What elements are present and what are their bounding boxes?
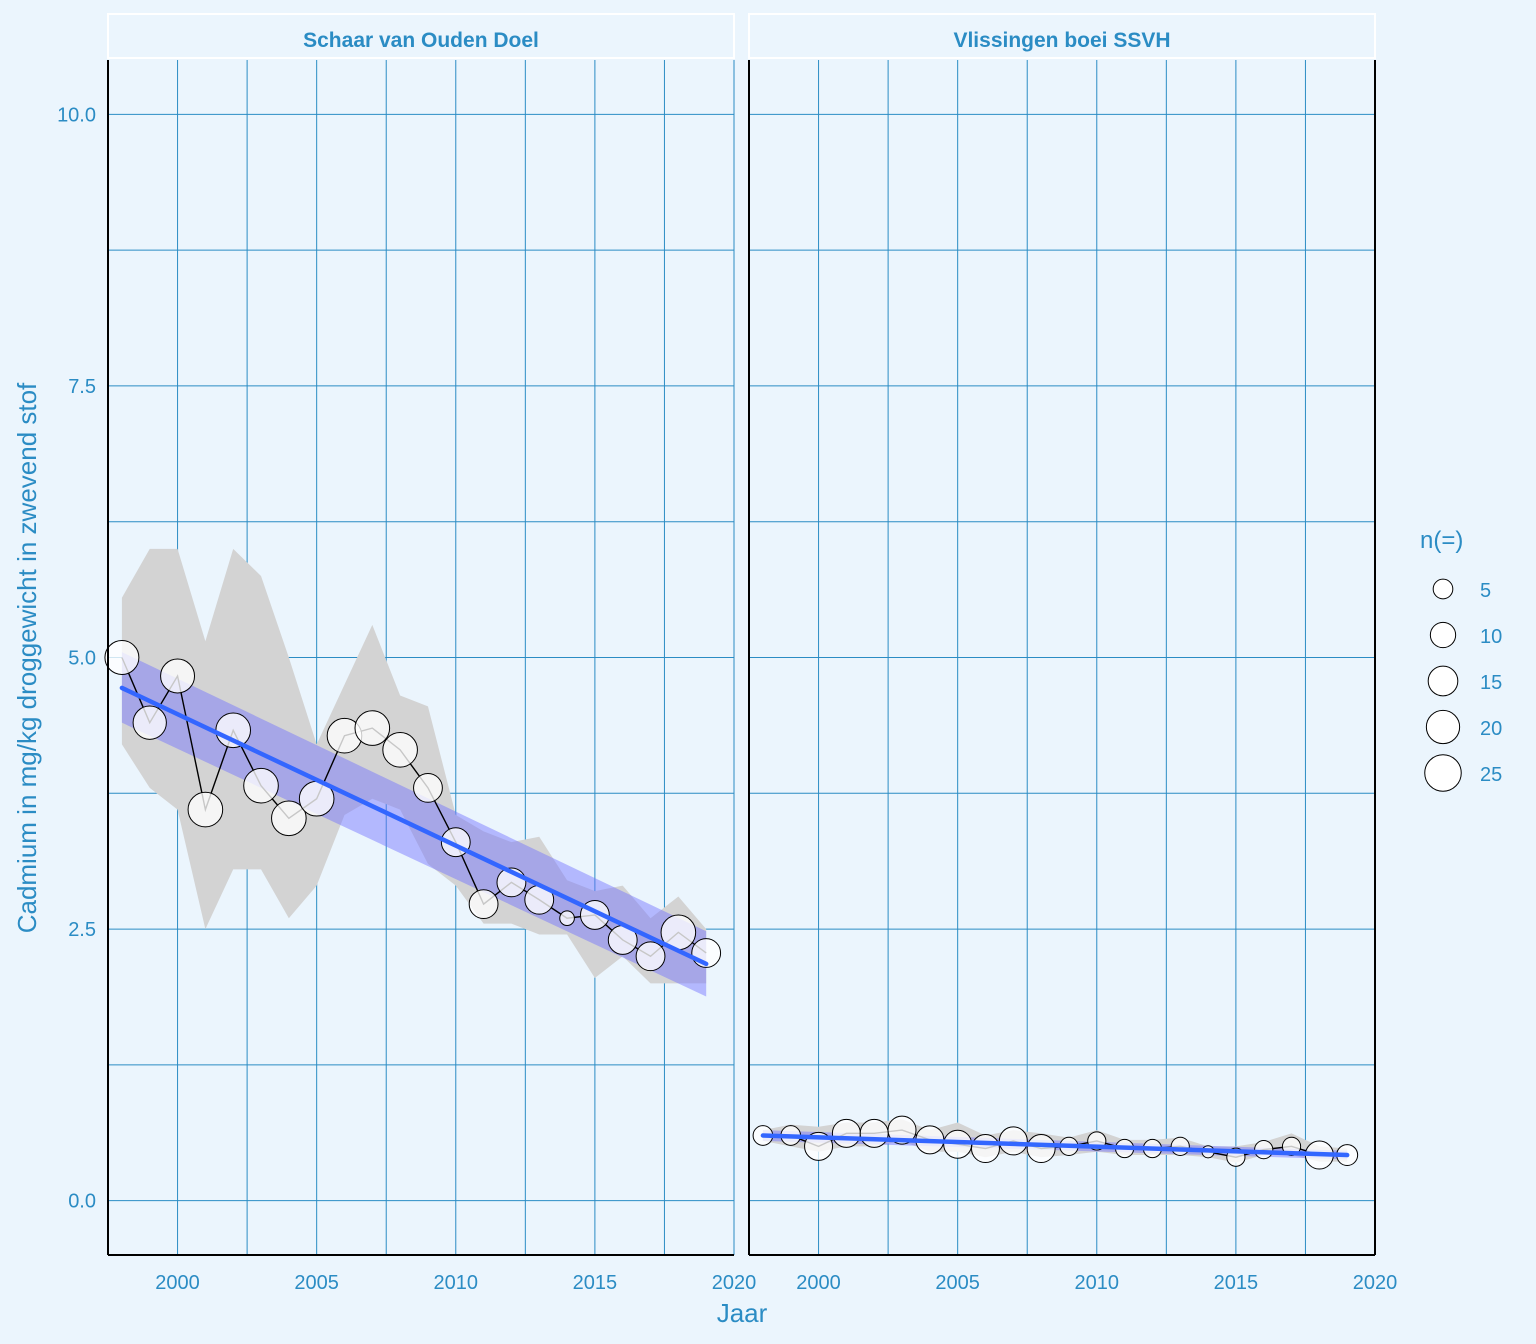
data-point	[243, 767, 279, 804]
legend-label: 20	[1480, 718, 1502, 740]
grid-lines	[748, 60, 1376, 1255]
facet-panel: Schaar van Ouden Doel 2000 2005 2010 2015 202…	[104, 13, 757, 1294]
legend-label: 25	[1480, 764, 1502, 786]
facet-panels: Schaar van Ouden Doel 2000 2005 2010 2015 202…	[57, 13, 1398, 1294]
data-point	[104, 640, 140, 675]
data-point	[187, 791, 224, 828]
legend-key-circle	[1432, 578, 1454, 600]
data-point	[887, 1115, 917, 1145]
x-tick-label: 2010	[1075, 1272, 1120, 1294]
legend-label: 15	[1480, 672, 1502, 694]
range-band	[121, 548, 707, 984]
x-tick-label: 2000	[796, 1272, 841, 1294]
legend-item: 25	[1424, 754, 1502, 792]
facet-strip	[107, 13, 735, 59]
data-point	[132, 705, 167, 740]
y-axis-title: Cadmium in mg/kg droggewicht in zwevend …	[12, 382, 42, 933]
data-point	[354, 710, 391, 746]
facet-strip-label: Vlissingen boei SSVH	[953, 29, 1170, 52]
legend-item: 20	[1425, 709, 1502, 745]
x-tick-label: 2010	[434, 1272, 479, 1294]
data-point	[831, 1118, 861, 1148]
legend-title: n(=)	[1420, 527, 1463, 554]
data-point	[559, 910, 575, 927]
x-tick-label: 2015	[573, 1272, 618, 1294]
x-tick-label: 2005	[294, 1272, 339, 1294]
legend-item: 15	[1427, 665, 1502, 697]
y-axis-ticks: 0.0 2.5 5.0 7.5 10.0	[57, 104, 96, 1212]
data-point	[1254, 1140, 1274, 1160]
legend-key-circle	[1424, 754, 1462, 792]
x-tick-label: 2005	[935, 1272, 980, 1294]
x-tick-label: 2020	[1353, 1272, 1398, 1294]
y-tick-label: 5.0	[68, 648, 96, 670]
y-tick-label: 2.5	[68, 919, 96, 941]
y-tick-label: 10.0	[57, 104, 96, 126]
legend-key-circle	[1425, 709, 1461, 745]
trend-line	[760, 1133, 1350, 1158]
legend-item: 5	[1432, 578, 1491, 602]
data-point	[635, 941, 666, 972]
trend-line	[119, 685, 709, 967]
y-tick-label: 0.0	[68, 1191, 96, 1213]
facet-panel: Vlissingen boei SSVH 2000 2005 2010 2015 2020	[748, 13, 1398, 1294]
legend-key-circle	[1429, 621, 1457, 649]
size-legend: n(=) 5 10 15 20 25	[1420, 527, 1502, 792]
data-point	[160, 658, 196, 694]
data-point	[382, 732, 418, 768]
data-point	[1026, 1134, 1056, 1164]
y-tick-label: 7.5	[68, 376, 96, 398]
data-point	[998, 1126, 1028, 1156]
data-point	[859, 1118, 889, 1148]
x-tick-label: 2020	[712, 1272, 757, 1294]
legend-key-circle	[1427, 665, 1459, 697]
data-point	[413, 772, 443, 803]
facet-strip-label: Schaar van Ouden Doel	[303, 29, 539, 52]
legend-label: 10	[1480, 626, 1502, 648]
series-line	[121, 657, 707, 958]
x-tick-label: 2015	[1214, 1272, 1259, 1294]
facet-strip	[748, 13, 1376, 59]
data-point	[1170, 1136, 1190, 1156]
data-point	[271, 800, 307, 837]
data-point	[468, 889, 499, 920]
x-tick-label: 2000	[155, 1272, 200, 1294]
legend-label: 5	[1480, 580, 1491, 602]
x-axis-title: Jaar	[717, 1298, 768, 1328]
legend-item: 10	[1429, 621, 1502, 649]
data-point	[970, 1134, 1000, 1164]
